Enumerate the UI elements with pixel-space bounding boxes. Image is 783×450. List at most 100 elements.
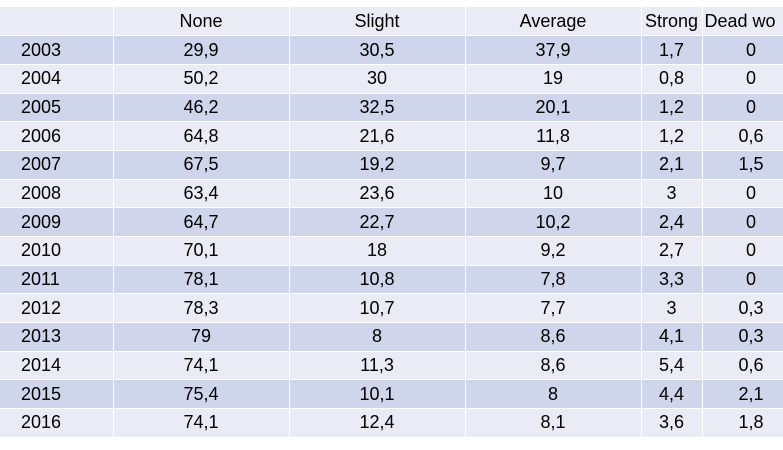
column-header: Dead wo [702, 7, 783, 37]
data-cell: 10,7 [289, 293, 466, 324]
data-cell: 0 [702, 64, 783, 94]
data-cell: 18 [289, 236, 466, 266]
table-row: 2006 64,8 21,6 11,8 1,2 0,6 [0, 121, 783, 151]
data-cell: 23,6 [289, 179, 466, 209]
data-cell: 10 [465, 179, 642, 209]
data-table-container: None Slight Average Strong Dead wo 2003 29,9 3… [0, 7, 783, 438]
table-row: 2012 78,3 10,7 7,7 3 0,3 [0, 293, 783, 324]
table-row: 2003 29,9 30,5 37,9 1,7 0 [0, 35, 783, 65]
data-cell: 21,6 [289, 121, 466, 151]
data-cell: 79 [113, 322, 290, 352]
data-cell: 7,7 [465, 293, 642, 324]
data-cell: 20,1 [465, 93, 642, 123]
table-row: 2005 46,2 32,5 20,1 1,2 0 [0, 93, 783, 123]
data-cell: 9,7 [465, 150, 642, 180]
data-cell: 0,3 [702, 322, 783, 352]
data-cell: 0,3 [702, 293, 783, 324]
header-cell-corner [0, 7, 114, 37]
header-row: None Slight Average Strong Dead wo [0, 7, 783, 37]
row-year-cell: 2011 [0, 265, 114, 295]
data-cell: 3,3 [641, 265, 703, 295]
row-year-cell: 2010 [0, 236, 114, 266]
table-row: 2009 64,7 22,7 10,2 2,4 0 [0, 207, 783, 237]
data-cell: 64,8 [113, 121, 290, 151]
row-year-cell: 2006 [0, 121, 114, 151]
data-cell: 5,4 [641, 351, 703, 381]
table-row: 2011 78,1 10,8 7,8 3,3 0 [0, 265, 783, 295]
row-year-cell: 2016 [0, 408, 114, 438]
data-cell: 67,5 [113, 150, 290, 180]
data-cell: 70,1 [113, 236, 290, 266]
data-cell: 22,7 [289, 207, 466, 237]
data-cell: 7,8 [465, 265, 642, 295]
table-row: 2004 50,2 30 19 0,8 0 [0, 64, 783, 94]
data-cell: 74,1 [113, 408, 290, 438]
row-year-cell: 2003 [0, 35, 114, 65]
data-cell: 37,9 [465, 35, 642, 65]
table-header: None Slight Average Strong Dead wo [0, 7, 783, 37]
data-cell: 8 [289, 322, 466, 352]
column-header: None [113, 7, 290, 37]
data-cell: 9,2 [465, 236, 642, 266]
table-body: 2003 29,9 30,5 37,9 1,7 0 2004 50,2 30 19 0,8 0 2005… [0, 35, 783, 438]
data-cell: 0,6 [702, 121, 783, 151]
table-row: 2010 70,1 18 9,2 2,7 0 [0, 236, 783, 266]
data-cell: 11,8 [465, 121, 642, 151]
table-row: 2016 74,1 12,4 8,1 3,6 1,8 [0, 408, 783, 438]
data-cell: 78,1 [113, 265, 290, 295]
data-cell: 2,7 [641, 236, 703, 266]
data-cell: 12,4 [289, 408, 466, 438]
data-cell: 75,4 [113, 379, 290, 410]
data-cell: 0 [702, 35, 783, 65]
table-row: 2014 74,1 11,3 8,6 5,4 0,6 [0, 351, 783, 381]
data-cell: 78,3 [113, 293, 290, 324]
data-cell: 0 [702, 236, 783, 266]
data-cell: 0,6 [702, 351, 783, 381]
data-cell: 4,4 [641, 379, 703, 410]
row-year-cell: 2012 [0, 293, 114, 324]
data-cell: 19,2 [289, 150, 466, 180]
row-year-cell: 2015 [0, 379, 114, 410]
data-cell: 1,5 [702, 150, 783, 180]
data-cell: 1,2 [641, 93, 703, 123]
data-cell: 0,8 [641, 64, 703, 94]
column-header: Strong [641, 7, 703, 37]
table-row: 2013 79 8 8,6 4,1 0,3 [0, 322, 783, 352]
data-cell: 30,5 [289, 35, 466, 65]
data-table: None Slight Average Strong Dead wo 2003 29,9 3… [0, 7, 783, 438]
data-cell: 3 [641, 179, 703, 209]
column-header: Slight [289, 7, 466, 37]
data-cell: 1,7 [641, 35, 703, 65]
table-row: 2007 67,5 19,2 9,7 2,1 1,5 [0, 150, 783, 180]
data-cell: 3 [641, 293, 703, 324]
data-cell: 3,6 [641, 408, 703, 438]
data-cell: 10,8 [289, 265, 466, 295]
data-cell: 64,7 [113, 207, 290, 237]
data-cell: 2,1 [641, 150, 703, 180]
row-year-cell: 2013 [0, 322, 114, 352]
column-header: Average [465, 7, 642, 37]
data-cell: 11,3 [289, 351, 466, 381]
data-cell: 8 [465, 379, 642, 410]
row-year-cell: 2007 [0, 150, 114, 180]
row-year-cell: 2009 [0, 207, 114, 237]
row-year-cell: 2014 [0, 351, 114, 381]
row-year-cell: 2008 [0, 179, 114, 209]
data-cell: 19 [465, 64, 642, 94]
table-row: 2008 63,4 23,6 10 3 0 [0, 179, 783, 209]
data-cell: 10,2 [465, 207, 642, 237]
data-cell: 4,1 [641, 322, 703, 352]
data-cell: 2,4 [641, 207, 703, 237]
data-cell: 0 [702, 265, 783, 295]
row-year-cell: 2005 [0, 93, 114, 123]
data-cell: 8,6 [465, 351, 642, 381]
data-cell: 0 [702, 207, 783, 237]
data-cell: 2,1 [702, 379, 783, 410]
data-cell: 29,9 [113, 35, 290, 65]
table-row: 2015 75,4 10,1 8 4,4 2,1 [0, 379, 783, 410]
data-cell: 0 [702, 93, 783, 123]
data-cell: 74,1 [113, 351, 290, 381]
data-cell: 32,5 [289, 93, 466, 123]
data-cell: 0 [702, 179, 783, 209]
row-year-cell: 2004 [0, 64, 114, 94]
